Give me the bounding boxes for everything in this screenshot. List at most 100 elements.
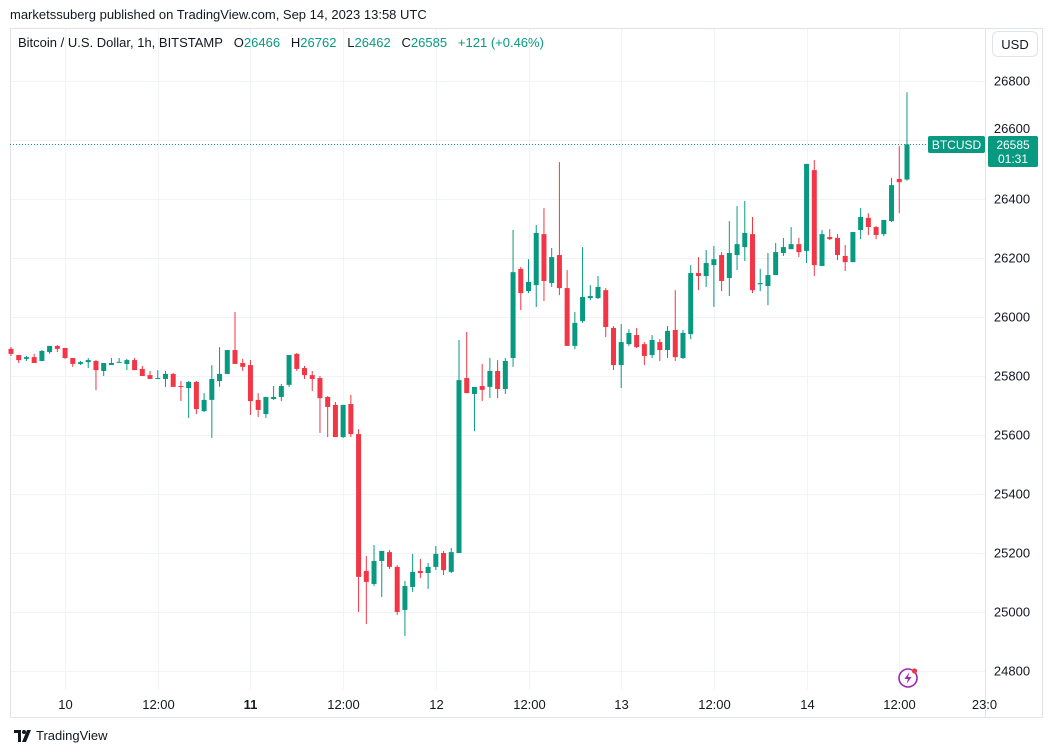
candle-body [379,550,385,561]
candle [209,365,215,438]
close-value: 26585 [410,35,448,50]
candle-body [201,399,207,412]
candle-body [240,363,246,367]
candle-body [580,296,586,322]
candle-body [402,586,408,610]
symbol-legend: Bitcoin / U.S. Dollar, 1h, BITSTAMP O264… [18,35,544,50]
price-tick-label: 25000 [994,605,1030,620]
candle [757,268,763,292]
time-tick-label: 13 [614,697,628,712]
candle-body [93,360,99,371]
candle-body [155,378,161,380]
candle-body [108,363,114,366]
candle-body [62,347,68,359]
candle-body [70,358,76,364]
time-tick-label: 12:00 [327,697,360,712]
candle-body [302,368,308,376]
candle-body [410,571,416,587]
candle [726,221,732,297]
candle [634,327,640,348]
candle-body [116,361,122,363]
candle-body [309,375,315,379]
candle [402,581,408,636]
candle [85,358,91,369]
candle-body [193,381,199,410]
candle-body [904,144,910,180]
candle [201,393,207,412]
time-tick-label: 10 [58,697,72,712]
candle [603,288,609,338]
candle [834,234,840,261]
high-value: 26762 [300,35,337,50]
candle-body [147,375,153,379]
candle [8,347,14,356]
candle [317,376,323,433]
candle-body [688,273,694,335]
candle-body [85,360,91,363]
time-tick-label: 14 [800,697,814,712]
candle [178,381,184,402]
lightning-alert-icon[interactable] [898,668,918,688]
candle [610,326,616,371]
candle-body [788,244,794,250]
candle-body [263,396,269,415]
candle-body [170,373,176,387]
candle-body [132,360,138,371]
symbol-label: BTCUSD [932,138,982,152]
candle-body [39,350,45,361]
candle [580,247,586,323]
candle [456,340,462,553]
price-tick-label: 26400 [994,192,1030,207]
candle-body [325,396,331,407]
candle-body [842,255,848,263]
candle [433,545,439,571]
candle [386,550,392,569]
candle [842,245,848,271]
candle [39,350,45,361]
low-label: L [347,35,355,50]
candle [425,563,431,589]
candle-body [386,552,392,567]
candle [294,352,300,371]
candle-body [804,163,810,251]
candle [70,358,76,367]
candle [193,381,199,415]
price-axis[interactable]: 24800 25000 25200 25400 25600 25800 26000 26200… [994,74,1030,679]
candle-body [124,360,130,364]
time-tick-label: 12:00 [142,697,175,712]
candle-body [356,434,362,577]
candle [703,250,709,287]
chart-frame [10,28,1043,718]
currency-button[interactable]: USD [992,31,1038,57]
candle [31,353,37,364]
time-axis[interactable]: 10 12:00 11 12:00 12 12:00 13 12:00 14 12:00 23:0 [58,697,997,712]
candle [356,429,362,612]
candle-body [850,232,856,263]
candle-body [394,566,400,612]
candle [502,358,508,394]
price-tick-label: 26200 [994,251,1030,266]
candle-body [626,332,632,345]
candle-body [780,247,786,253]
candle [309,370,315,392]
candle-body [742,232,748,248]
candle [170,373,176,387]
candle [487,358,493,399]
candle-body [896,178,902,183]
footer-brand[interactable]: TradingView [36,728,108,743]
candle [657,339,663,361]
candle-body [139,368,145,376]
candle-body [533,232,539,286]
candle [54,345,60,353]
candle-body [750,234,756,291]
candle [116,358,122,363]
candle-body [209,378,215,400]
candle [162,370,168,387]
candle-body [487,370,493,387]
candle [147,370,153,379]
candle [649,334,655,359]
candle [533,224,539,307]
candle-body [464,378,470,394]
candle-body [811,170,817,266]
